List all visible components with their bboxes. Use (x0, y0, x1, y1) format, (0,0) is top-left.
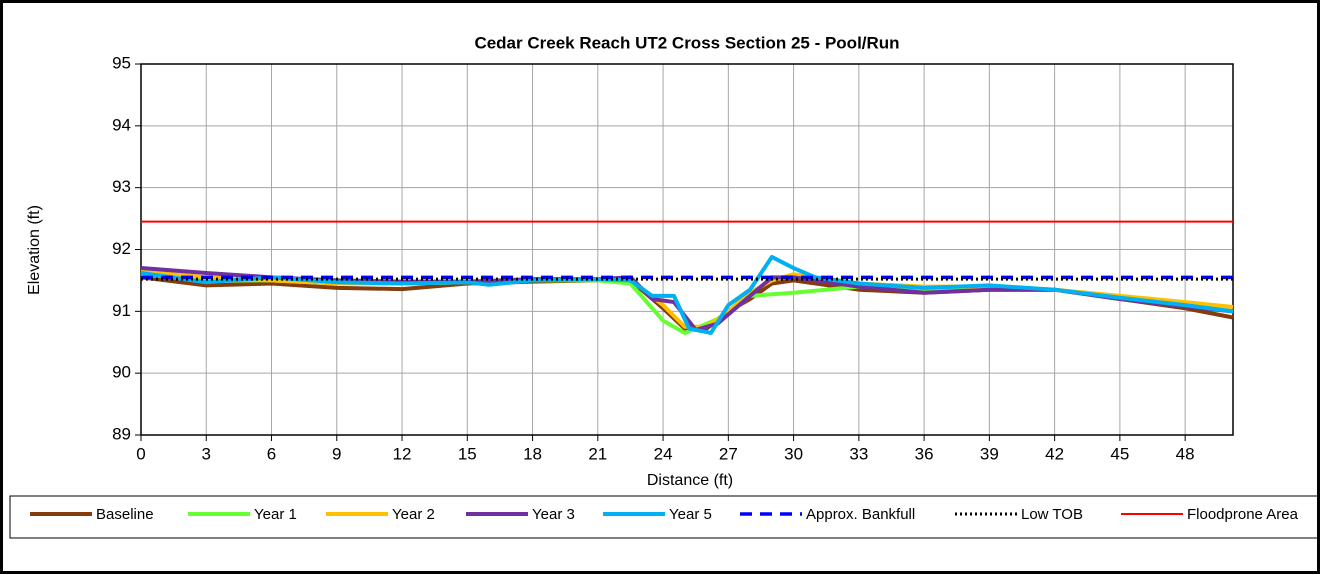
legend-label: Floodprone Area (1187, 506, 1299, 523)
legend-label: Approx. Bankfull (806, 506, 915, 523)
x-tick-label: 6 (267, 444, 276, 463)
y-tick-label: 89 (112, 424, 131, 443)
x-tick-label: 9 (332, 444, 341, 463)
legend-box (9, 495, 1320, 539)
legend-label: Year 3 (532, 506, 575, 523)
series-line (140, 254, 1234, 335)
x-tick-label: 39 (980, 444, 999, 463)
x-tick-label: 15 (458, 444, 477, 463)
chart-title: Cedar Creek Reach UT2 Cross Section 25 -… (474, 33, 899, 52)
x-tick-label: 3 (202, 444, 211, 463)
y-tick-label: 95 (112, 53, 131, 72)
y-tick-label: 94 (112, 115, 131, 134)
legend-label: Year 2 (392, 506, 435, 523)
x-tick-label: 45 (1110, 444, 1129, 463)
plot-area (140, 63, 1234, 436)
legend-label: Year 5 (669, 506, 712, 523)
x-tick-label: 48 (1176, 444, 1195, 463)
legend-label: Baseline (96, 506, 154, 523)
x-axis-title: Distance (ft) (647, 472, 733, 489)
legend-label: Year 1 (254, 506, 297, 523)
x-tick-label: 33 (849, 444, 868, 463)
y-tick-label: 92 (112, 239, 131, 258)
x-tick-label: 30 (784, 444, 803, 463)
x-tick-label: 27 (719, 444, 738, 463)
x-tick-label: 0 (136, 444, 145, 463)
y-axis-title: Elevation (ft) (26, 205, 43, 295)
x-tick-label: 36 (915, 444, 934, 463)
x-tick-label: 18 (523, 444, 542, 463)
x-tick-label: 24 (654, 444, 673, 463)
legend-label: Low TOB (1021, 506, 1083, 523)
y-tick-label: 91 (112, 301, 131, 320)
x-tick-label: 12 (393, 444, 412, 463)
x-tick-label: 42 (1045, 444, 1064, 463)
y-tick-label: 90 (112, 363, 131, 382)
x-tick-label: 21 (588, 444, 607, 463)
y-tick-label: 93 (112, 177, 131, 196)
